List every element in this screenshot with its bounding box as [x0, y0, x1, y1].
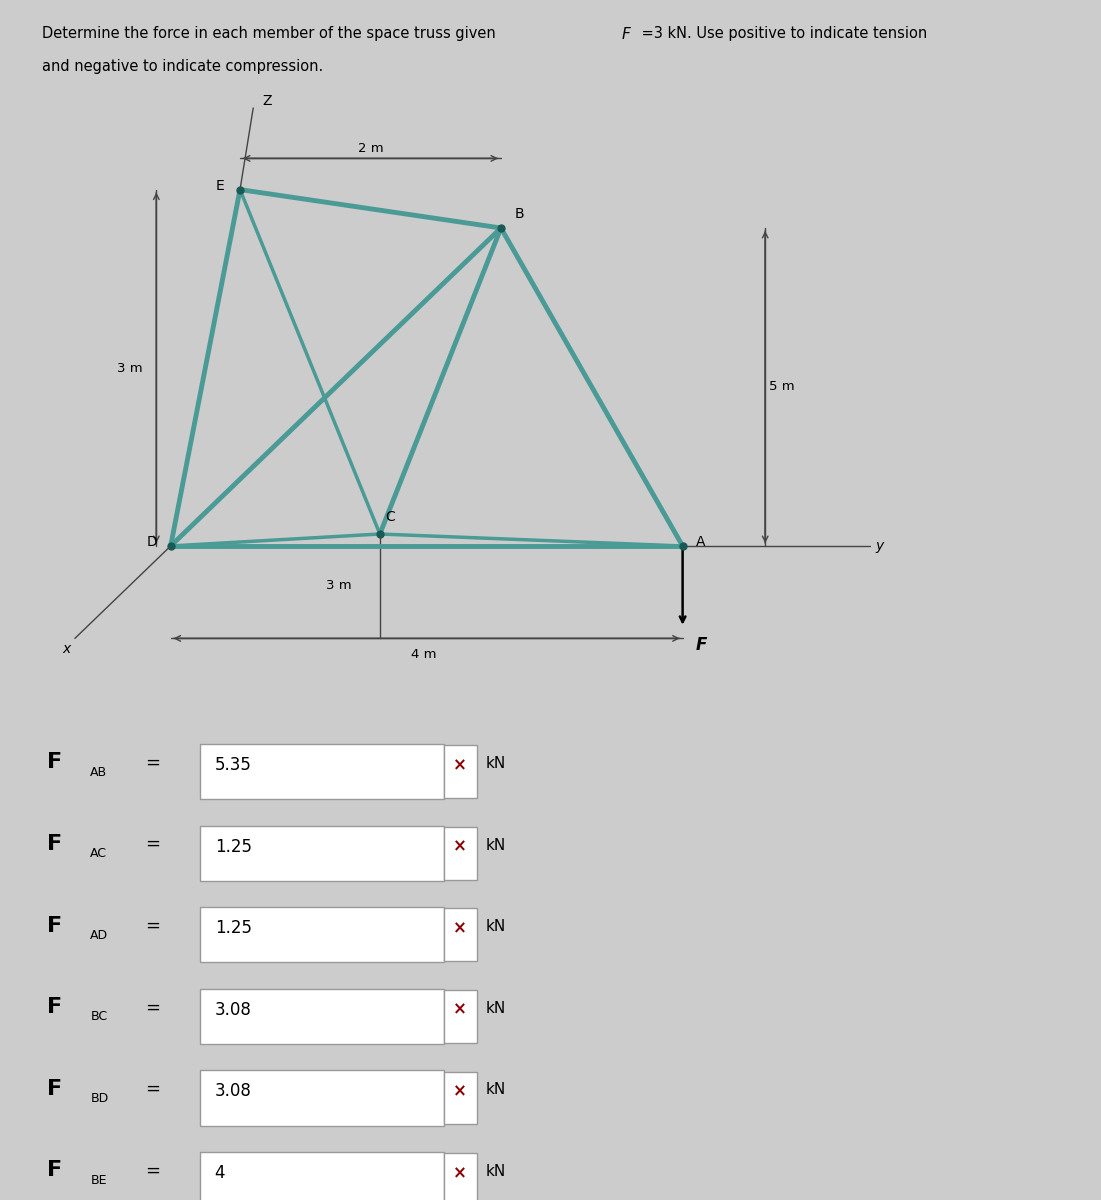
Text: =: =: [145, 998, 161, 1016]
Text: $\mathbf{F}$: $\mathbf{F}$: [46, 997, 62, 1018]
Text: AC: AC: [90, 847, 107, 860]
Text: kN: kN: [486, 838, 505, 852]
Text: kN: kN: [486, 1164, 505, 1178]
Text: ×: ×: [454, 838, 467, 856]
FancyBboxPatch shape: [444, 1153, 477, 1200]
Text: ×: ×: [454, 756, 467, 774]
Text: $\mathbf{F}$: $\mathbf{F}$: [46, 1160, 62, 1181]
Text: ×: ×: [454, 919, 467, 937]
Text: kN: kN: [486, 919, 505, 934]
FancyBboxPatch shape: [200, 1152, 444, 1200]
Text: 5 m: 5 m: [768, 380, 795, 392]
Text: $\mathbf{F}$: $\mathbf{F}$: [46, 916, 62, 936]
FancyBboxPatch shape: [444, 745, 477, 798]
Text: A: A: [696, 535, 706, 550]
Text: 3 m: 3 m: [117, 362, 143, 374]
FancyBboxPatch shape: [200, 744, 444, 799]
Text: BC: BC: [90, 1010, 108, 1024]
Text: 5.35: 5.35: [215, 756, 251, 774]
Text: kN: kN: [486, 756, 505, 770]
Text: y: y: [875, 539, 883, 553]
Text: =: =: [145, 917, 161, 935]
Text: kN: kN: [486, 1082, 505, 1097]
Text: =: =: [145, 1162, 161, 1180]
Text: 3.08: 3.08: [215, 1082, 251, 1100]
FancyBboxPatch shape: [444, 827, 477, 880]
Text: =: =: [145, 754, 161, 772]
Text: AB: AB: [90, 766, 108, 779]
Text: ×: ×: [454, 1001, 467, 1019]
FancyBboxPatch shape: [200, 989, 444, 1044]
Text: Z: Z: [262, 94, 272, 108]
Text: 2 m: 2 m: [358, 143, 384, 155]
Text: Determine the force in each member of the space truss given: Determine the force in each member of th…: [42, 26, 500, 41]
Text: ×: ×: [454, 1164, 467, 1182]
Text: BE: BE: [90, 1174, 107, 1187]
Text: 4 m: 4 m: [411, 648, 437, 660]
FancyBboxPatch shape: [444, 908, 477, 961]
Text: $\mathbf{F}$: $\mathbf{F}$: [46, 752, 62, 773]
Text: 4: 4: [215, 1164, 226, 1182]
Text: F: F: [696, 636, 707, 654]
Text: 1.25: 1.25: [215, 838, 252, 856]
Text: 3.08: 3.08: [215, 1001, 251, 1019]
Text: 3 m: 3 m: [326, 580, 352, 592]
FancyBboxPatch shape: [444, 990, 477, 1043]
Text: =: =: [145, 835, 161, 853]
FancyBboxPatch shape: [200, 907, 444, 962]
Text: B: B: [514, 206, 524, 221]
FancyBboxPatch shape: [444, 1072, 477, 1124]
Text: ×: ×: [454, 1082, 467, 1100]
Text: kN: kN: [486, 1001, 505, 1015]
FancyBboxPatch shape: [200, 1070, 444, 1126]
Text: =: =: [145, 1080, 161, 1098]
Text: $\mathbf{F}$: $\mathbf{F}$: [46, 1079, 62, 1099]
Text: E: E: [216, 179, 225, 193]
Text: 1.25: 1.25: [215, 919, 252, 937]
Text: and negative to indicate compression.: and negative to indicate compression.: [42, 59, 323, 73]
Text: BD: BD: [90, 1092, 109, 1105]
Text: C: C: [385, 510, 395, 524]
Text: AD: AD: [90, 929, 108, 942]
Text: x: x: [63, 642, 70, 656]
Text: D: D: [146, 535, 157, 550]
Text: =3 kN. Use positive to indicate tension: =3 kN. Use positive to indicate tension: [637, 26, 928, 41]
Text: $\it{F}$: $\it{F}$: [621, 26, 632, 42]
Text: $\mathbf{F}$: $\mathbf{F}$: [46, 834, 62, 854]
FancyBboxPatch shape: [200, 826, 444, 881]
